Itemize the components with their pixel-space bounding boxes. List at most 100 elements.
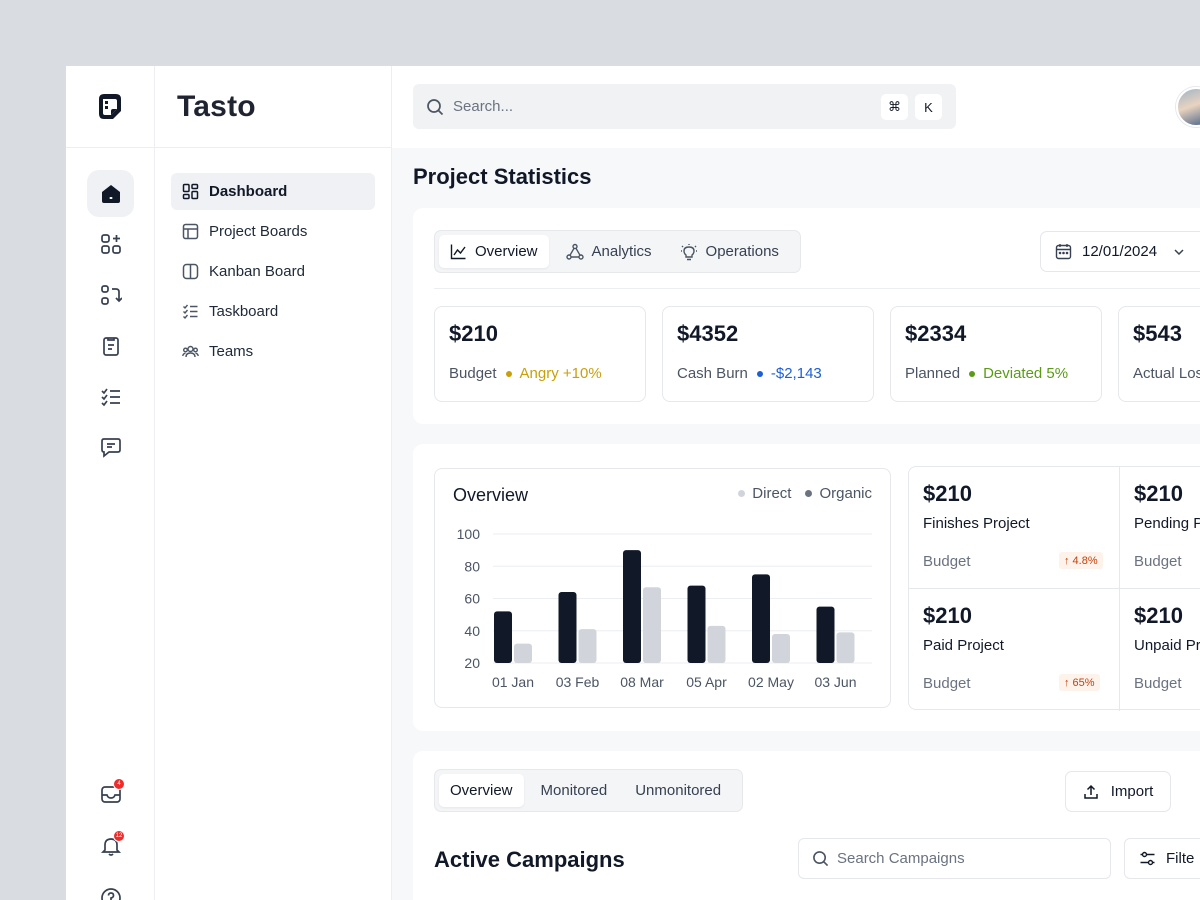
bar-direct [816, 606, 835, 663]
search-input[interactable]: Search... [453, 98, 514, 115]
nav-item-label: Teams [209, 343, 254, 360]
rail-clipboard[interactable] [87, 322, 134, 369]
stat-card-actual-loss[interactable]: $543 Actual Los [1118, 306, 1200, 402]
section-title: Active Campaigns [434, 847, 625, 872]
rail-transfer[interactable] [87, 271, 134, 318]
bar-direct [494, 611, 512, 663]
legend-label: Organic [819, 485, 872, 502]
nav-list: Dashboard Project Boards Kanban Board Ta… [155, 148, 391, 398]
grid-divider [909, 588, 1200, 589]
summary-pending-project[interactable]: $210 Pending P Budget [1120, 467, 1200, 588]
line-chart-icon [450, 244, 466, 260]
tab-label: Overview [475, 243, 538, 260]
summary-paid-project[interactable]: $210 Paid Project Budget ↑ 65% [909, 589, 1120, 710]
icon-rail: 4 12 [66, 66, 155, 900]
chart-legend: Direct Organic [724, 485, 872, 502]
stat-card-budget[interactable]: $210 Budget Angry +10% [434, 306, 646, 402]
rail-inbox[interactable]: 4 [87, 770, 134, 817]
nav-item-label: Taskboard [209, 303, 279, 320]
search-icon [813, 851, 829, 867]
tab-label: Monitored [540, 782, 608, 799]
summary-label: Pending P [1134, 515, 1200, 532]
nav-item-taskboard[interactable]: Taskboard [171, 293, 375, 330]
stats-tabs: Overview Analytics Operations [434, 230, 801, 273]
summary-label: Unpaid Pr [1134, 637, 1200, 654]
bar-organic [578, 629, 597, 663]
x-tick-label: 05 Apr [686, 674, 727, 690]
nav-item-dashboard[interactable]: Dashboard [171, 173, 375, 210]
nav-item-teams[interactable]: Teams [171, 333, 375, 370]
stat-delta: Deviated 5% [983, 365, 1069, 382]
nav-item-kanban-board[interactable]: Kanban Board [171, 253, 375, 290]
main-content: Search... ⌘ K Project Statistics Overvie… [392, 66, 1200, 900]
nav-panel: Tasto Dashboard Project Boards Kanban Bo… [155, 66, 392, 900]
brand-name: Tasto [155, 66, 391, 148]
bar-direct [623, 550, 641, 663]
bar-organic [514, 643, 532, 663]
checklist-icon [100, 387, 120, 406]
bar-organic [836, 632, 855, 663]
stat-label: Cash Burn [677, 365, 748, 382]
filter-button[interactable]: Filte [1124, 838, 1200, 879]
chat-icon [100, 437, 121, 458]
summary-sub: Budget [923, 675, 971, 692]
import-label: Import [1110, 783, 1154, 800]
nav-item-project-boards[interactable]: Project Boards [171, 213, 375, 250]
inbox-icon [100, 785, 121, 803]
table-icon [182, 223, 199, 240]
rail-help[interactable] [87, 874, 134, 900]
date-picker[interactable]: 12/01/2024 [1040, 231, 1200, 272]
stat-card-cash-burn[interactable]: $4352 Cash Burn -$2,143 [662, 306, 874, 402]
rail-home[interactable] [87, 170, 134, 217]
tab-operations[interactable]: Operations [669, 235, 790, 268]
grid-divider [1119, 467, 1120, 711]
summary-value: $210 [923, 603, 972, 628]
tab-overview[interactable]: Overview [439, 774, 524, 807]
shortcut-key-k: K [915, 94, 942, 120]
summary-value: $210 [923, 481, 972, 506]
rail-tasks[interactable] [87, 373, 134, 420]
y-tick-label: 80 [464, 558, 480, 574]
bar-organic [772, 633, 790, 663]
nodes-icon [565, 243, 584, 260]
tab-unmonitored[interactable]: Unmonitored [624, 774, 732, 807]
tab-overview[interactable]: Overview [439, 235, 549, 268]
summary-finishes-project[interactable]: $210 Finishes Project Budget ↑ 4.8% [909, 467, 1120, 588]
summary-sub: Budget [1134, 675, 1182, 692]
project-summary-grid: $210 Finishes Project Budget ↑ 4.8% $210… [908, 466, 1200, 711]
status-dot [505, 370, 512, 377]
statistics-card: Overview Analytics Operations 12/01/2024 [413, 208, 1200, 424]
search-bar[interactable]: Search... ⌘ K [413, 84, 956, 129]
x-tick-label: 03 Feb [556, 674, 600, 690]
tab-label: Overview [450, 782, 513, 799]
nav-item-label: Project Boards [209, 223, 308, 240]
rail-apps[interactable] [87, 220, 134, 267]
help-icon [100, 887, 121, 900]
divider [434, 288, 1200, 289]
rail-messages[interactable] [87, 423, 134, 470]
y-tick-label: 40 [464, 623, 480, 639]
dashboard-icon [182, 183, 199, 200]
campaign-search-input[interactable]: Search Campaigns [798, 838, 1111, 879]
legend-item-organic: Organic [805, 485, 872, 502]
logo[interactable] [66, 66, 154, 148]
stat-card-planned[interactable]: $2334 Planned Deviated 5% [890, 306, 1102, 402]
x-tick-label: 01 Jan [492, 674, 534, 690]
stat-value: $210 [449, 321, 498, 346]
tab-analytics[interactable]: Analytics [555, 235, 663, 268]
import-button[interactable]: Import [1065, 771, 1171, 812]
apps-add-icon [100, 233, 121, 254]
search-placeholder: Search Campaigns [837, 850, 965, 867]
rail-notifications[interactable]: 12 [87, 822, 134, 869]
summary-label: Paid Project [923, 637, 1004, 654]
stat-label: Planned [905, 365, 961, 382]
tab-label: Unmonitored [635, 782, 722, 799]
avatar[interactable] [1176, 87, 1200, 127]
notifications-badge: 12 [113, 830, 125, 842]
tab-monitored[interactable]: Monitored [530, 774, 619, 807]
stat-label: Actual Los [1133, 365, 1200, 382]
overview-chart: 100 80 60 40 20 01 Jan 03 Feb 08 Mar 05 Apr 02 Ma… [434, 468, 891, 708]
summary-unpaid-project[interactable]: $210 Unpaid Pr Budget [1120, 589, 1200, 710]
status-dot [756, 370, 763, 377]
date-value: 12/01/2024 [1082, 243, 1158, 260]
